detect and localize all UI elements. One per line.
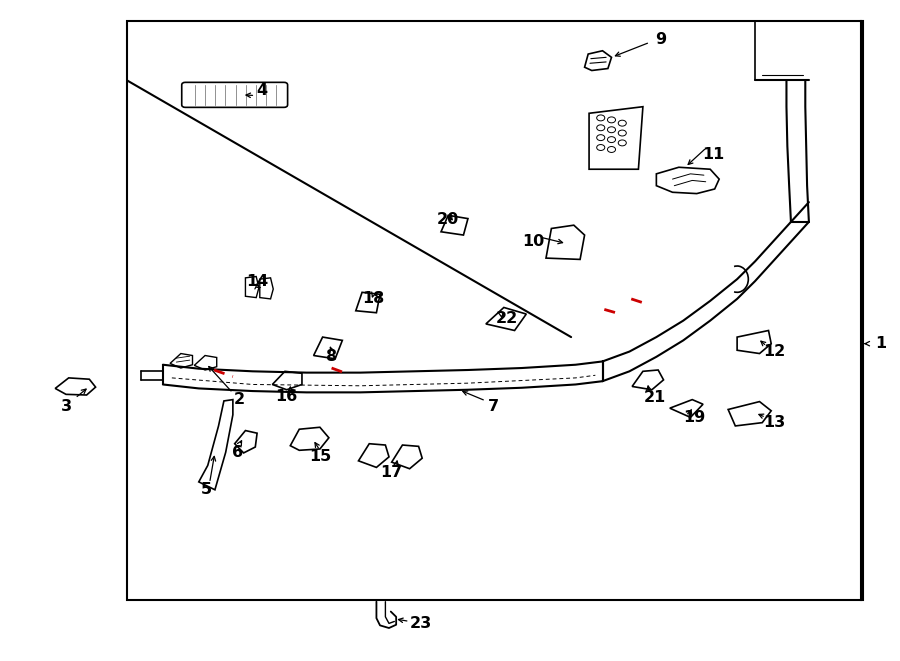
- Text: 4: 4: [256, 83, 267, 98]
- Text: 12: 12: [764, 344, 786, 359]
- Text: 8: 8: [326, 349, 338, 364]
- Text: 20: 20: [437, 212, 459, 227]
- Text: 16: 16: [275, 389, 298, 404]
- Text: 11: 11: [702, 147, 724, 161]
- Text: 6: 6: [232, 445, 243, 460]
- Text: 14: 14: [246, 274, 268, 289]
- Text: 17: 17: [381, 465, 403, 479]
- Text: 18: 18: [363, 292, 385, 307]
- Text: 3: 3: [60, 399, 72, 414]
- Text: 5: 5: [201, 483, 212, 497]
- Text: 15: 15: [309, 449, 331, 465]
- Bar: [127, 21, 863, 600]
- Text: 19: 19: [683, 410, 706, 425]
- Text: 23: 23: [410, 616, 432, 631]
- Text: 13: 13: [764, 415, 786, 430]
- Text: 9: 9: [655, 32, 666, 47]
- Text: 10: 10: [522, 234, 544, 249]
- Text: 1: 1: [875, 336, 886, 351]
- Text: 22: 22: [495, 311, 518, 326]
- Text: 7: 7: [488, 399, 499, 414]
- Text: 2: 2: [234, 392, 245, 407]
- Text: 21: 21: [644, 390, 666, 405]
